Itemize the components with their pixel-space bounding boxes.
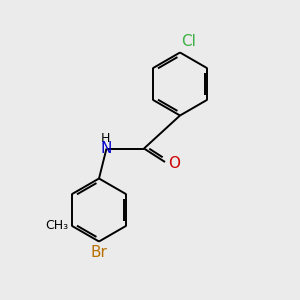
Text: H: H bbox=[100, 132, 110, 145]
Text: CH₃: CH₃ bbox=[45, 219, 68, 232]
Text: O: O bbox=[169, 156, 181, 171]
Text: Br: Br bbox=[91, 245, 107, 260]
Text: Cl: Cl bbox=[182, 34, 196, 49]
Text: N: N bbox=[101, 141, 112, 156]
